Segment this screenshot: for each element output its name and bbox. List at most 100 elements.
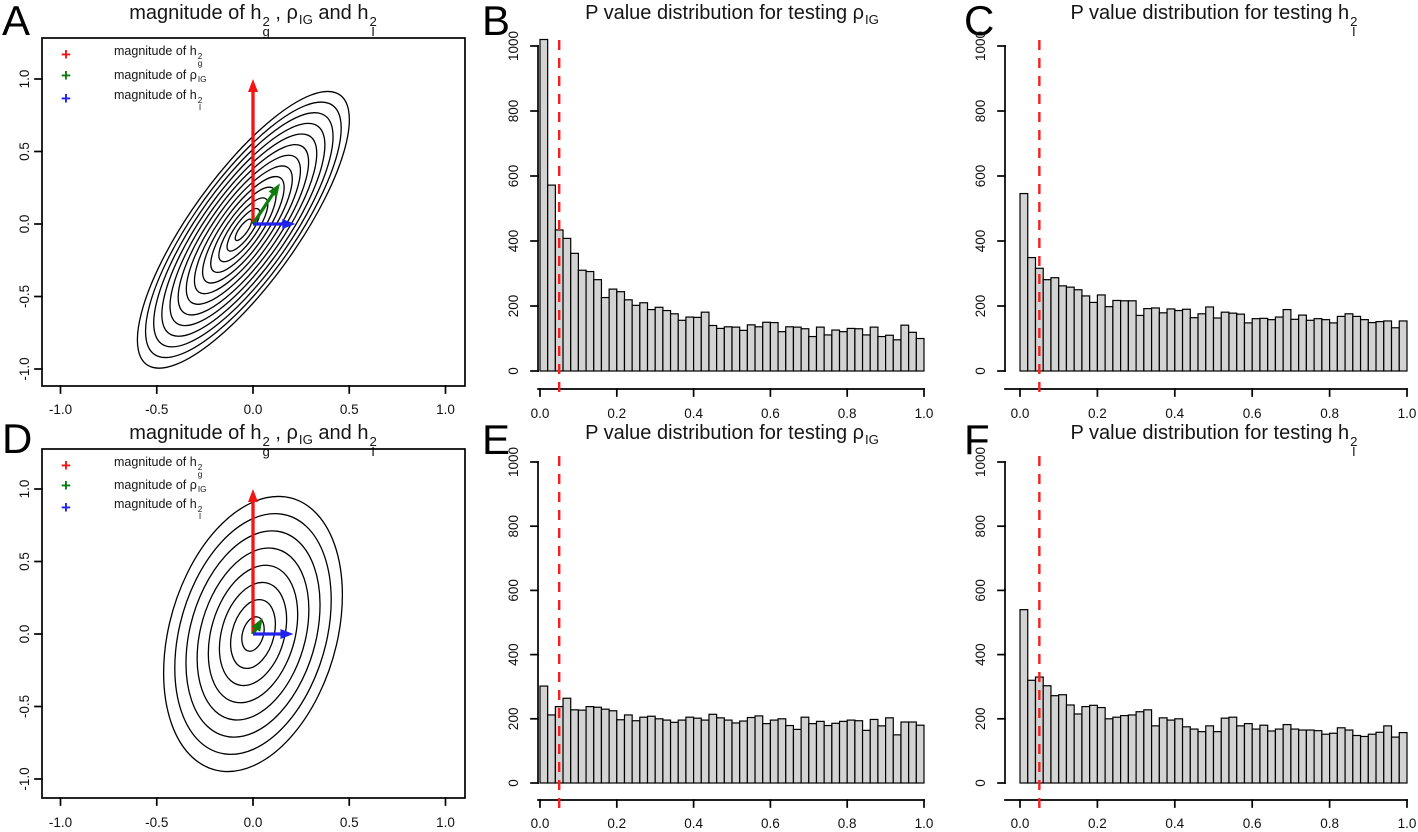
y-tick-label: 0.0 — [17, 625, 32, 644]
panel-letter: A — [2, 0, 31, 44]
histogram-bar — [1081, 706, 1091, 784]
x-tick-label: 0.0 — [1011, 816, 1030, 831]
contour-plot-svg: -1.0 -0.5 0.0 0.5 1.0 -1.0 -0.5 0.0 0.5 1.0 — [17, 415, 470, 832]
histogram-bar — [1189, 317, 1199, 372]
text-segment: magnitude of h — [129, 422, 262, 444]
histogram-bar — [1174, 718, 1184, 784]
y-tick-label: 200 — [506, 295, 521, 318]
histogram-bar — [1019, 192, 1029, 372]
histogram-plot-svg: 0 200 400 600 800 1000 0.0 0.2 0.4 0.6 0.8 1.0 — [506, 31, 933, 421]
y-tick-label: 400 — [506, 643, 521, 666]
histogram-bar — [831, 722, 841, 784]
histogram-bar — [700, 311, 710, 372]
histogram-bar — [1236, 313, 1246, 372]
x-tick-label: -0.5 — [145, 402, 168, 417]
y-tick-label: 0.0 — [17, 215, 32, 234]
histogram-bar — [1058, 694, 1068, 784]
histogram-bar — [754, 326, 764, 372]
histogram-bar — [792, 326, 802, 372]
histogram-bar — [1359, 319, 1369, 372]
text-segment: P value distribution for testing h — [1070, 422, 1350, 444]
histogram-bar — [708, 324, 718, 372]
histogram-bar — [685, 316, 695, 372]
x-tick-label: 0.0 — [1011, 406, 1030, 421]
histogram-bar — [1050, 695, 1060, 784]
histogram-bar — [1065, 704, 1075, 784]
histogram-bar — [915, 337, 925, 372]
x-tick-label: 1.0 — [436, 402, 455, 417]
histogram-bar — [654, 718, 664, 784]
histogram-bar — [677, 719, 687, 784]
histogram-bar — [731, 326, 741, 372]
histogram-bar — [1243, 322, 1253, 372]
contour-ring — [210, 578, 297, 689]
histogram-bar — [693, 316, 702, 372]
panel-letter: C — [964, 0, 995, 44]
histogram-bar — [1344, 313, 1354, 372]
histogram-bar — [570, 252, 580, 372]
histogram-bar — [1375, 321, 1385, 372]
x-tick-label: 0.8 — [1320, 816, 1339, 831]
histogram-bar — [1313, 318, 1323, 372]
histogram-bar — [1259, 317, 1269, 372]
histogram-bar — [900, 324, 910, 372]
histogram-bar — [1375, 731, 1385, 784]
x-tick-label: 0.5 — [340, 815, 359, 830]
y-tick-label: 1.0 — [17, 480, 32, 499]
histogram-bar — [800, 328, 810, 372]
contour-ring — [144, 121, 344, 338]
histogram-bar — [1390, 327, 1400, 372]
histogram-bar — [1321, 319, 1331, 372]
text-segment: and h — [312, 2, 369, 24]
histogram-bar — [685, 716, 695, 784]
histogram-bar — [1112, 716, 1122, 784]
histogram-bar — [1212, 317, 1222, 372]
histogram-bar — [547, 184, 556, 372]
histogram-bar — [539, 685, 549, 784]
histogram-bar — [1243, 723, 1253, 784]
histogram-plot-svg: 0 200 400 600 800 1000 0.0 0.2 0.4 0.6 0.8 1.0 — [973, 31, 1416, 421]
panel-letter: B — [482, 0, 511, 44]
x-tick-label: 0.0 — [531, 406, 550, 421]
x-tick-label: 0.6 — [761, 406, 780, 421]
histogram-bar — [539, 38, 549, 372]
histogram-bar — [1135, 711, 1145, 784]
contour-ring — [181, 541, 325, 726]
histogram-bar — [1065, 286, 1075, 372]
histogram-bar — [1166, 308, 1176, 372]
histogram-bar — [1042, 279, 1052, 372]
histogram-bar — [869, 326, 879, 372]
histogram-bar — [1127, 714, 1137, 784]
histogram-bar — [1282, 308, 1292, 372]
histogram-bar — [646, 308, 656, 372]
histogram-bar — [846, 719, 856, 784]
x-tick-label: 0.6 — [1243, 406, 1262, 421]
x-tick-label: 0.2 — [607, 816, 626, 831]
histogram-bar — [570, 709, 580, 784]
y-tick-label: 0.5 — [17, 552, 32, 571]
histogram-bar — [854, 328, 864, 372]
histogram-bar — [1305, 729, 1315, 784]
y-tick-label: 200 — [506, 708, 521, 731]
histogram-bar — [1329, 322, 1338, 372]
histogram-bar — [1174, 309, 1184, 372]
histogram-bar — [854, 720, 864, 784]
histogram-bar — [562, 237, 572, 372]
x-tick-label: 0.4 — [1165, 406, 1184, 421]
histogram-bar — [1359, 735, 1369, 784]
histogram-bar — [1205, 306, 1215, 372]
histogram-bar — [600, 296, 610, 372]
histogram-bar — [1383, 320, 1393, 372]
y-tick-label: 1000 — [506, 447, 521, 477]
y-tick-label: 0 — [973, 779, 988, 787]
histogram-bar — [892, 339, 902, 372]
contour-ring — [166, 145, 321, 314]
histogram-bar — [1352, 315, 1362, 372]
contour-ring — [133, 109, 355, 350]
text-segment: P value distribution for testing ρ — [585, 422, 864, 444]
y-tick-label: 400 — [506, 230, 521, 253]
